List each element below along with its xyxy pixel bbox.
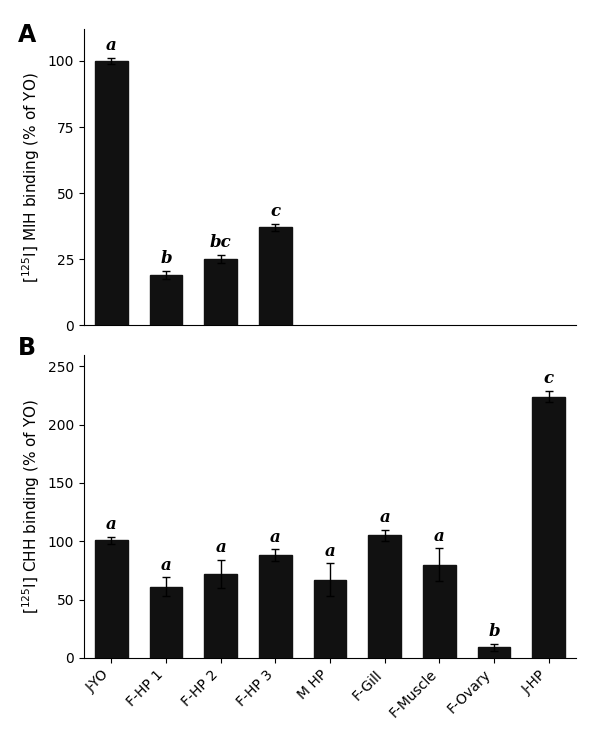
Bar: [532, 396, 565, 658]
Text: a: a: [106, 37, 117, 54]
Text: c: c: [544, 370, 554, 387]
Text: a: a: [161, 557, 172, 574]
Text: c: c: [270, 202, 280, 219]
Text: B: B: [17, 336, 35, 360]
Text: a: a: [106, 516, 117, 533]
Text: a: a: [379, 509, 390, 526]
Bar: [95, 61, 128, 325]
Text: b: b: [160, 250, 172, 267]
Bar: [204, 260, 237, 325]
Text: a: a: [434, 528, 445, 545]
Bar: [149, 587, 182, 658]
Y-axis label: $[^{125}$I] CHH binding (% of YO): $[^{125}$I] CHH binding (% of YO): [20, 398, 43, 614]
Text: b: b: [488, 624, 500, 640]
Bar: [368, 535, 401, 658]
Text: bc: bc: [210, 234, 232, 251]
Bar: [95, 540, 128, 658]
Bar: [149, 275, 182, 325]
Y-axis label: $[^{125}$I] MIH binding (% of YO): $[^{125}$I] MIH binding (% of YO): [20, 72, 43, 283]
Bar: [314, 580, 346, 658]
Bar: [259, 227, 292, 325]
Text: A: A: [17, 23, 36, 48]
Bar: [423, 564, 456, 658]
Text: a: a: [270, 529, 281, 546]
Bar: [259, 556, 292, 658]
Bar: [204, 574, 237, 658]
Text: a: a: [325, 543, 335, 560]
Bar: [478, 648, 511, 658]
Text: a: a: [215, 539, 226, 556]
